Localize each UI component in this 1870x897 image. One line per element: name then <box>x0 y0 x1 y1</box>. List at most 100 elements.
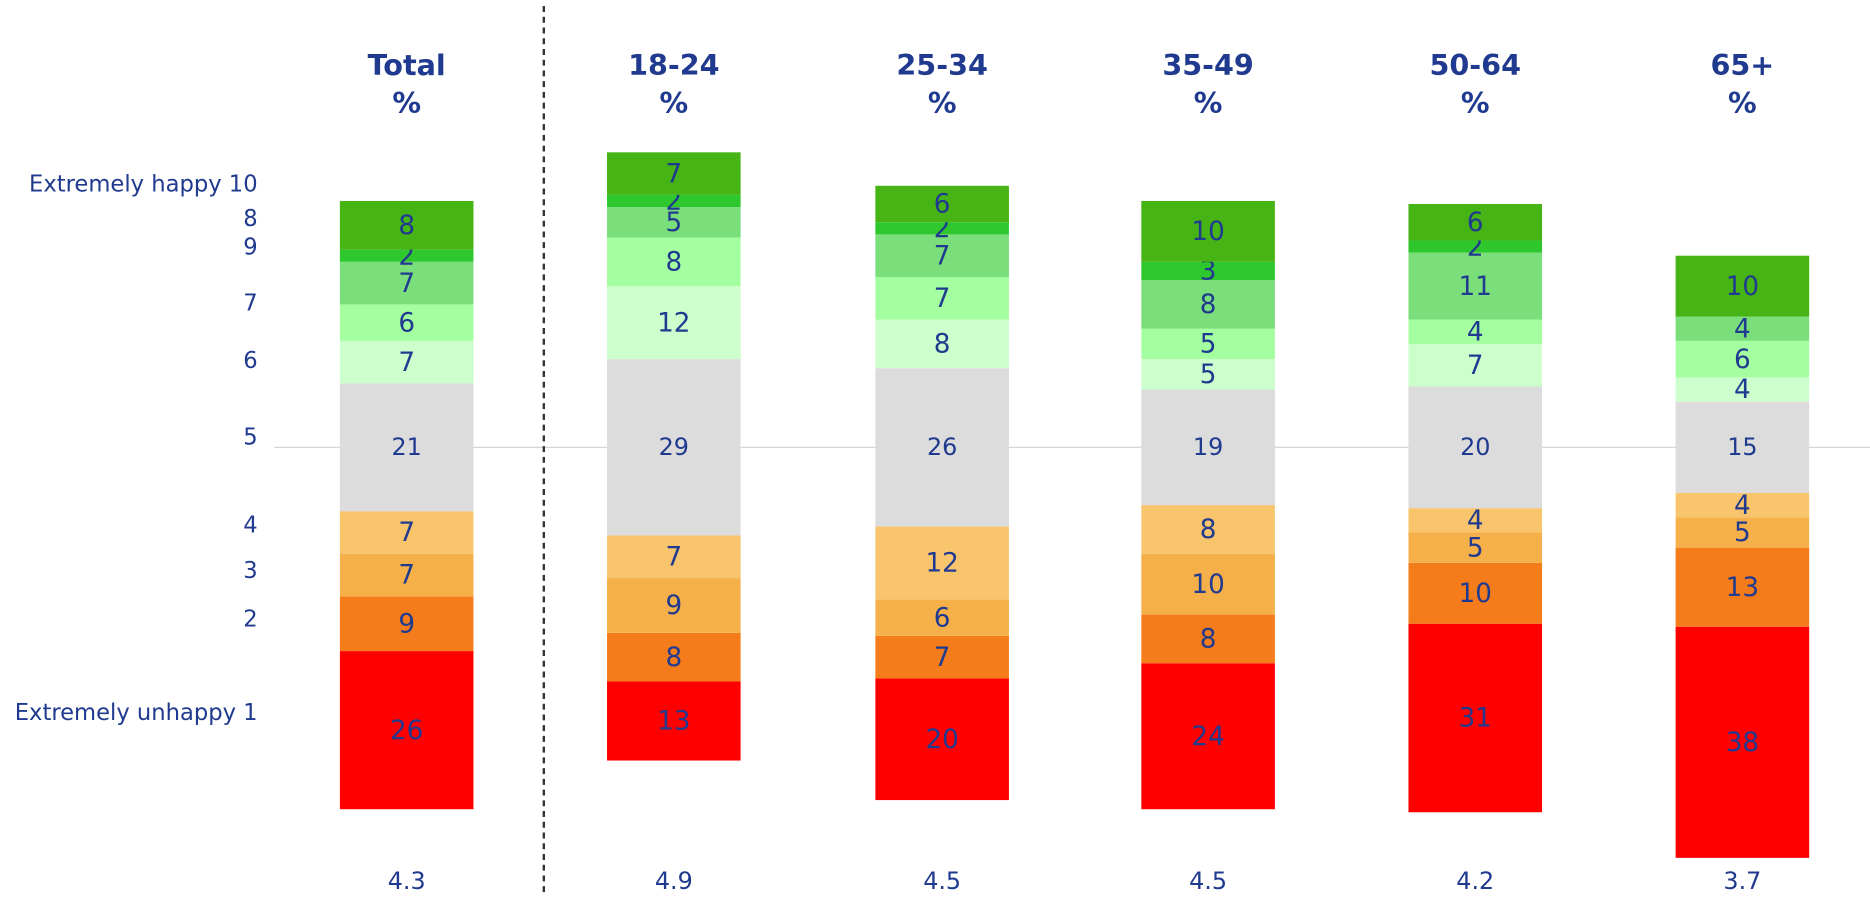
column-unit: % <box>1194 86 1223 120</box>
row-label: 6 <box>243 348 257 374</box>
mean-label: 4.9 <box>655 867 693 895</box>
row-label: 4 <box>243 513 257 539</box>
column-header: Total <box>368 48 446 82</box>
data-label: 5 <box>1200 360 1217 390</box>
bar-segment <box>607 632 741 682</box>
bar-segment <box>1675 492 1810 518</box>
data-label: 6 <box>398 308 415 338</box>
mean-label: 4.2 <box>1456 867 1494 895</box>
bar-segment <box>1408 240 1543 253</box>
data-label: 7 <box>934 241 951 271</box>
data-label: 31 <box>1459 704 1492 734</box>
bar-segment <box>607 535 741 579</box>
bar-segment <box>875 185 1009 223</box>
data-label: 13 <box>1726 573 1759 603</box>
mean-label: 4.5 <box>923 867 961 895</box>
bar-segment <box>339 651 474 810</box>
data-label: 8 <box>398 211 415 241</box>
data-label: 5 <box>1467 533 1484 563</box>
row-label: Extremely unhappy 1 <box>15 700 258 726</box>
bar-segment <box>339 340 474 384</box>
data-label: 24 <box>1191 722 1224 752</box>
data-label: 6 <box>934 603 951 633</box>
bar-segment <box>875 222 1009 235</box>
bar-segment <box>1141 200 1275 262</box>
bar-segment <box>339 304 474 341</box>
data-label: 8 <box>1200 515 1217 545</box>
column-unit: % <box>928 86 957 120</box>
bar-segment <box>875 635 1009 679</box>
data-label: 38 <box>1726 728 1759 758</box>
bar-segment <box>339 553 474 597</box>
bar-segment <box>1141 389 1275 506</box>
bar-segment <box>339 261 474 305</box>
bar-segment <box>1675 255 1810 317</box>
row-label: 9 <box>243 235 257 261</box>
bar-segment <box>1141 553 1275 615</box>
data-label: 8 <box>1200 290 1217 320</box>
bar-segment <box>339 383 474 512</box>
data-label: 6 <box>1734 345 1751 375</box>
bar-segment <box>1408 508 1543 533</box>
data-label: 7 <box>934 284 951 314</box>
row-label: 3 <box>243 558 257 584</box>
column-unit: % <box>392 86 421 120</box>
data-label: 8 <box>934 330 951 360</box>
data-label: 15 <box>1727 433 1757 461</box>
bar-segment <box>875 599 1009 636</box>
bar-segment <box>1675 316 1810 341</box>
data-label: 5 <box>1734 518 1751 548</box>
bar-segment <box>1141 328 1275 360</box>
data-label: 7 <box>665 542 682 572</box>
bar-segment <box>875 234 1009 278</box>
bar-segment <box>607 578 741 633</box>
data-label: 3 <box>1200 257 1217 287</box>
data-label: 6 <box>1467 208 1484 238</box>
data-label: 9 <box>665 591 682 621</box>
data-label: 8 <box>665 643 682 673</box>
data-label: 7 <box>665 159 682 189</box>
column-unit: % <box>1461 86 1490 120</box>
data-label: 5 <box>1200 330 1217 360</box>
data-label: 6 <box>934 190 951 220</box>
bar-segment <box>607 237 741 287</box>
data-label: 11 <box>1459 272 1492 302</box>
data-label: 19 <box>1193 433 1223 461</box>
row-label: 2 <box>243 607 257 633</box>
bar-segment <box>875 526 1009 600</box>
data-label: 8 <box>1200 625 1217 655</box>
bar-segment <box>607 286 741 360</box>
data-label: 4 <box>1467 506 1484 536</box>
data-label: 9 <box>398 609 415 639</box>
data-label: 13 <box>657 707 690 737</box>
data-label: 7 <box>398 561 415 591</box>
bar-segment <box>1408 386 1543 509</box>
bar-segment <box>1141 663 1275 810</box>
data-label: 4 <box>1734 314 1751 344</box>
data-label: 12 <box>925 549 958 579</box>
bar-segment <box>1408 204 1543 241</box>
data-label: 7 <box>1467 351 1484 381</box>
mean-label: 3.7 <box>1723 867 1761 895</box>
bar-segment <box>607 207 741 238</box>
column-unit: % <box>1728 86 1757 120</box>
bar-segment <box>1675 340 1810 378</box>
column-header: 25-34 <box>896 48 988 82</box>
bar-segment <box>1675 626 1810 858</box>
data-label: 10 <box>1191 217 1224 247</box>
bar-segment <box>875 277 1009 320</box>
column-unit: % <box>659 86 688 120</box>
data-label: 4 <box>1734 375 1751 405</box>
data-label: 7 <box>934 643 951 673</box>
bar-segment <box>1408 623 1543 813</box>
bar-segment <box>339 200 474 250</box>
bar-segment <box>1675 547 1810 627</box>
bar-segment <box>607 194 741 208</box>
bar-segment <box>1675 401 1810 493</box>
bar-segment <box>1408 562 1543 624</box>
data-label: 4 <box>1734 491 1751 521</box>
bar-segment <box>1675 377 1810 402</box>
row-label: 8 <box>243 206 257 232</box>
bar-segment <box>1141 505 1275 554</box>
